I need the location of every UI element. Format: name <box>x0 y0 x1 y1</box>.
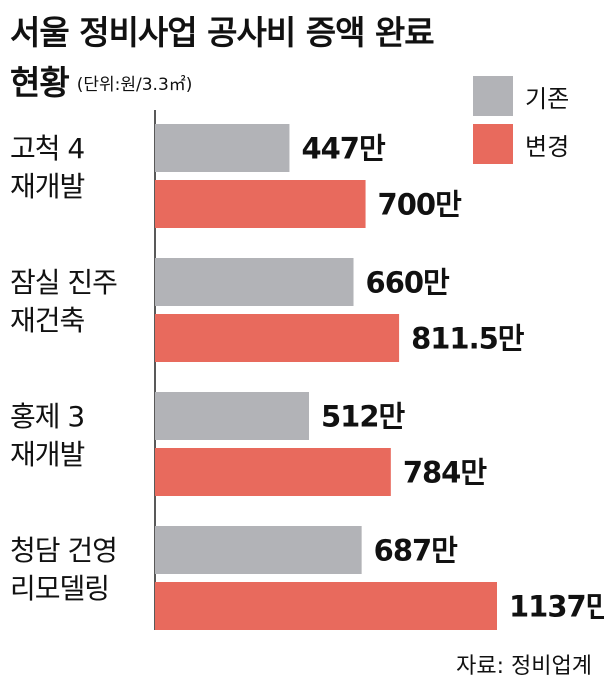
data-label-after-0: 700만 <box>378 187 463 221</box>
bar-before-0 <box>155 124 290 172</box>
data-label-after-2: 784만 <box>403 455 488 489</box>
legend-label-after: 변경 <box>525 133 570 161</box>
bar-before-3 <box>155 526 362 574</box>
legend-swatch-before <box>473 76 513 116</box>
bar-after-1 <box>155 314 400 362</box>
data-label-before-3: 687만 <box>374 533 459 567</box>
category-label-cheongdam: 청담 건영 리모델링 <box>10 532 118 608</box>
unit-label: (단위:원/3.3㎡) <box>76 75 193 95</box>
legend-swatch-after <box>473 124 513 164</box>
category-label-line1: 고척 4 <box>10 132 85 165</box>
title-text-line1: 서울 정비사업 공사비 증액 완료 <box>10 13 435 52</box>
data-label-after-1: 811.5만 <box>411 321 525 355</box>
category-label-line2: 재개발 <box>10 170 85 203</box>
category-label-line1: 홍제 3 <box>10 400 85 433</box>
category-label-jamsil: 잠실 진주 재건축 <box>10 264 118 340</box>
bar-after-2 <box>155 448 391 496</box>
data-label-after-3: 1137만 <box>509 589 604 623</box>
category-label-line1: 잠실 진주 <box>10 266 118 299</box>
bar-before-1 <box>155 258 354 306</box>
bar-before-2 <box>155 392 310 440</box>
category-label-line2: 리모델링 <box>10 572 110 605</box>
category-label-line2: 재개발 <box>10 438 85 471</box>
bar-after-0 <box>155 180 366 228</box>
data-label-before-0: 447만 <box>301 131 386 165</box>
data-label-before-1: 660만 <box>366 265 451 299</box>
category-label-line2: 재건축 <box>10 304 85 337</box>
data-label-before-2: 512만 <box>321 399 406 433</box>
category-label-line1: 청담 건영 <box>10 534 118 567</box>
chart-title-line2: 현황 (단위:원/3.3㎡) <box>10 56 192 104</box>
category-label-hongje: 홍제 3 재개발 <box>10 398 85 474</box>
chart-title: 서울 정비사업 공사비 증액 완료 <box>10 6 435 54</box>
legend-label-before: 기존 <box>525 85 570 113</box>
source-note: 자료: 정비업계 <box>456 654 592 679</box>
bar-after-3 <box>155 582 497 630</box>
category-label-gocheok: 고척 4 재개발 <box>10 130 85 206</box>
title-text-line2: 현황 <box>10 63 70 102</box>
